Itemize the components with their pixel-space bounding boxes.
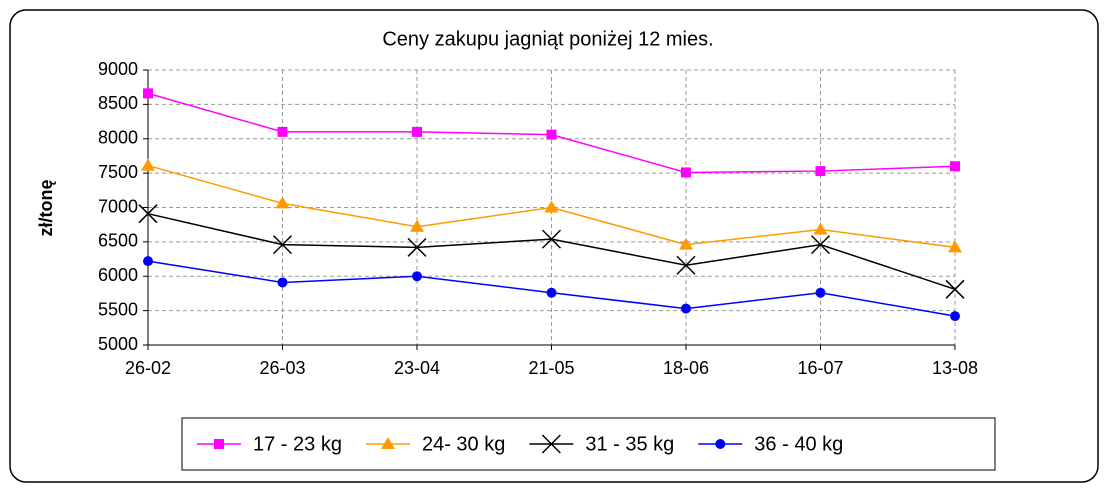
x-tick-label: 16-07	[797, 358, 843, 378]
marker	[272, 235, 293, 255]
marker	[679, 237, 693, 250]
x-tick-label: 26-03	[259, 358, 305, 378]
marker	[815, 287, 826, 298]
marker	[950, 161, 960, 172]
x-tick-label: 21-05	[528, 358, 574, 378]
marker	[681, 303, 691, 314]
x-tick-label: 13-08	[932, 358, 978, 378]
marker	[412, 126, 422, 137]
legend-box	[181, 417, 996, 471]
legend-label: 36 - 40 kg	[754, 433, 843, 455]
y-tick-label: 5000	[98, 334, 138, 354]
y-tick-label: 8500	[98, 93, 138, 113]
marker	[950, 311, 960, 322]
legend-label: 31 - 35 kg	[585, 433, 674, 455]
y-tick-label: 6500	[98, 231, 138, 251]
marker	[715, 439, 726, 449]
marker	[275, 196, 290, 209]
marker	[410, 219, 424, 232]
legend-label: 17 - 23 kg	[253, 433, 342, 455]
marker	[541, 434, 561, 454]
x-tick-label: 23-04	[394, 358, 440, 378]
marker	[141, 158, 155, 171]
marker	[412, 271, 422, 282]
marker	[945, 279, 965, 299]
marker	[277, 126, 288, 137]
legend-label: 24- 30 kg	[422, 433, 505, 455]
y-tick-label: 7000	[98, 196, 138, 216]
marker	[810, 235, 831, 255]
y-tick-label: 6000	[98, 265, 138, 285]
x-tick-label: 26-02	[125, 358, 171, 378]
marker	[813, 222, 828, 235]
marker	[815, 166, 826, 177]
chart-title: Ceny zakupu jagniąt poniżej 12 mies.	[382, 28, 713, 50]
marker	[544, 200, 559, 213]
y-tick-label: 9000	[98, 59, 138, 79]
marker	[277, 277, 288, 288]
y-tick-label: 5500	[98, 299, 138, 319]
marker	[380, 437, 395, 449]
chart-frame	[9, 9, 1099, 483]
y-axis-label: zł/tonę	[36, 180, 56, 237]
marker	[143, 256, 153, 267]
marker	[681, 167, 691, 178]
y-tick-label: 8000	[98, 128, 138, 148]
marker	[676, 255, 696, 275]
x-tick-label: 18-06	[663, 358, 709, 378]
marker	[214, 439, 224, 449]
marker	[948, 240, 962, 253]
y-tick-label: 7500	[98, 162, 138, 182]
marker	[541, 229, 562, 249]
marker	[138, 204, 158, 224]
marker	[143, 88, 153, 99]
marker	[407, 237, 427, 257]
marker	[546, 129, 557, 140]
marker	[546, 287, 557, 298]
